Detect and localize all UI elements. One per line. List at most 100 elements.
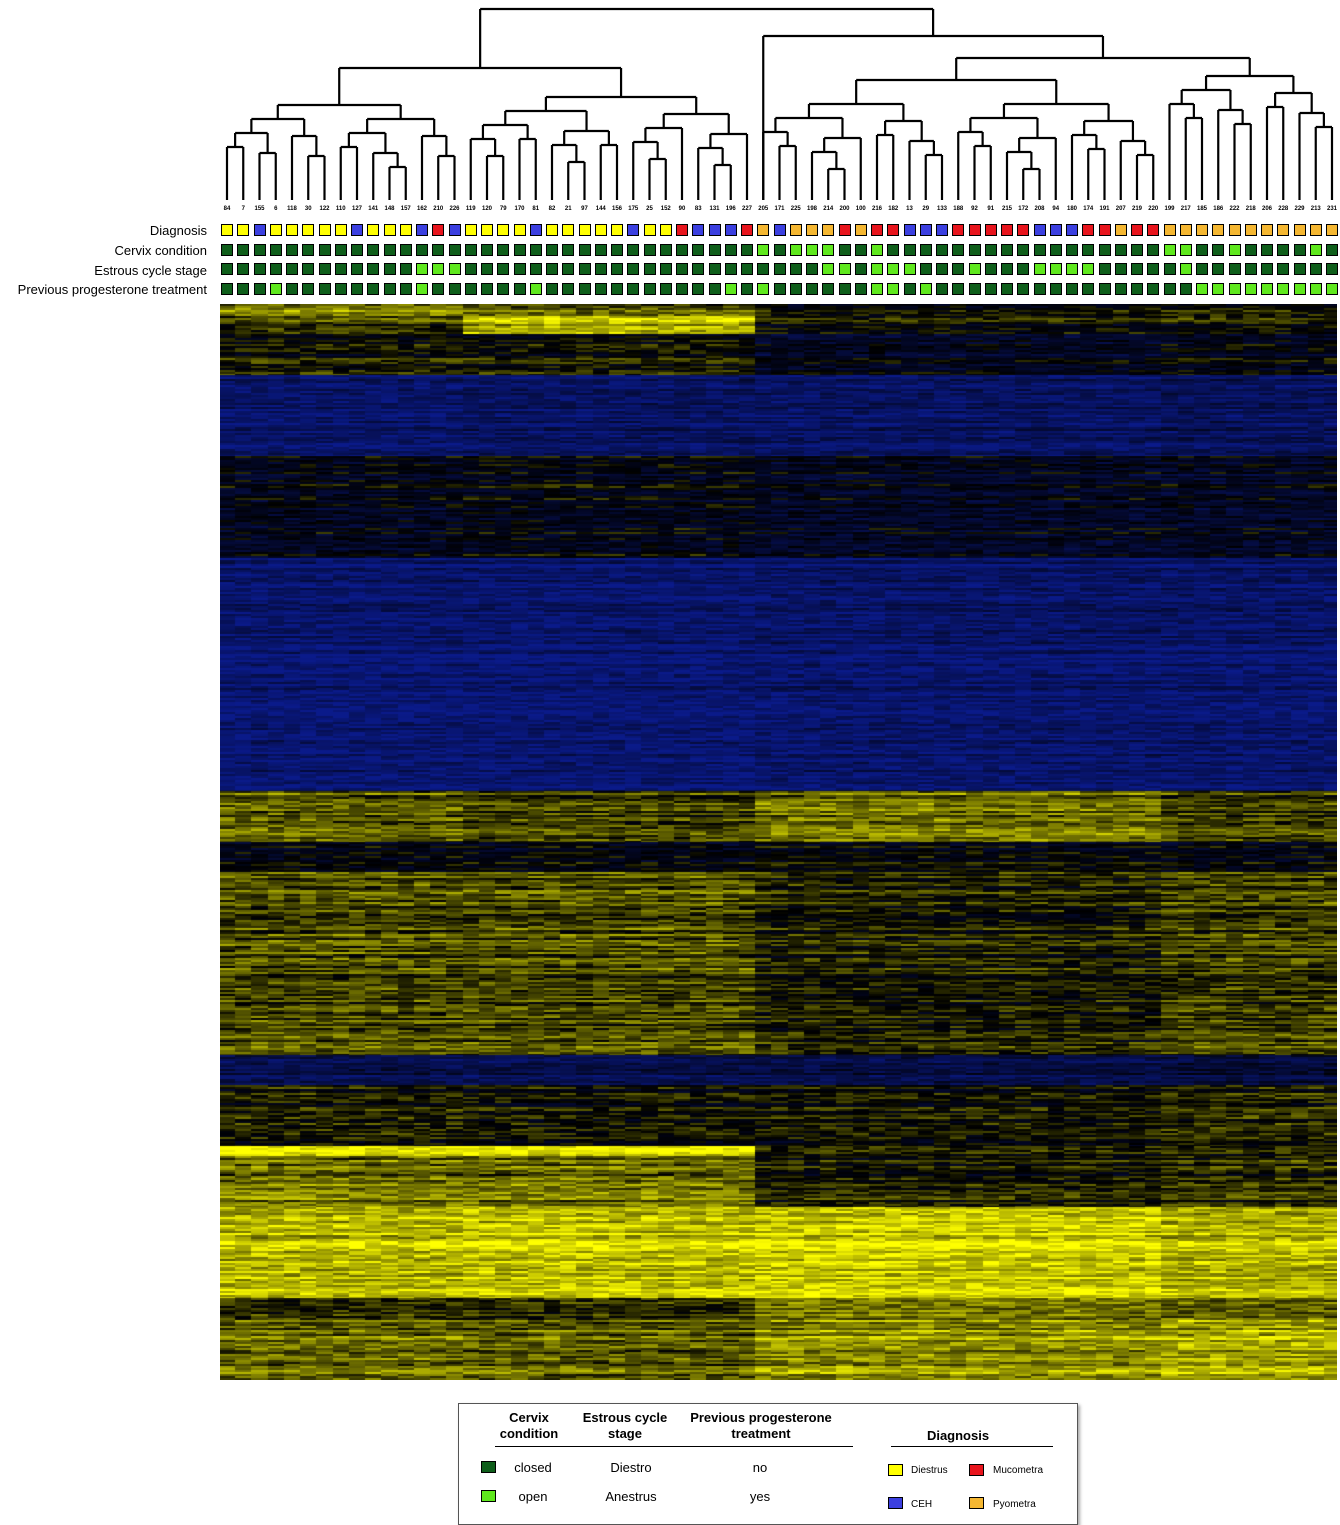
sample-id-label: 83 — [694, 206, 702, 212]
estrous-annotation-box — [1033, 263, 1046, 275]
progesterone-annotation-box — [513, 283, 526, 295]
diagnosis-annotation-box — [1293, 224, 1306, 236]
sample-id-label: 198 — [806, 206, 817, 212]
progesterone-annotation-box — [887, 283, 900, 295]
cervix-annotation-box — [952, 244, 965, 256]
cervix-annotation-box — [838, 244, 851, 256]
cervix-annotation-box — [1326, 244, 1338, 256]
estrous-annotation-box — [1163, 263, 1176, 275]
sample-id-label: 7 — [241, 206, 245, 212]
legend-box: Cervix condition Estrous cycle stage Pre… — [458, 1403, 1078, 1525]
diagnosis-annotation-box — [1147, 224, 1160, 236]
progesterone-annotation-box — [383, 283, 396, 295]
estrous-annotation-box — [1261, 263, 1273, 275]
column-dendrogram — [225, 7, 1334, 200]
diagnosis-annotation-box — [286, 224, 298, 236]
sample-id-label: 205 — [758, 206, 769, 212]
progesterone-annotation-box — [269, 283, 282, 295]
legend-ceh-swatch — [888, 1497, 903, 1509]
cervix-annotation-box — [1098, 244, 1111, 256]
diagnosis-annotation-box — [757, 224, 770, 236]
progesterone-annotation-box — [1293, 283, 1306, 295]
legend-cervix-heading: Cervix condition — [499, 1410, 559, 1441]
diagnosis-annotation-box — [968, 224, 981, 236]
cervix-annotation-box — [1049, 244, 1062, 256]
sample-id-label: 119 — [465, 206, 476, 212]
estrous-annotation-box — [806, 263, 818, 275]
sample-id-label: 213 — [1310, 206, 1321, 212]
sample-id-label: 175 — [628, 206, 639, 212]
diagnosis-annotation-box — [887, 224, 900, 236]
estrous-annotation-box — [481, 263, 493, 275]
progesterone-annotation-box — [399, 283, 412, 295]
cervix-annotation-box — [887, 244, 900, 256]
estrous-annotation-box — [724, 263, 737, 275]
cervix-annotation-box — [1212, 244, 1225, 256]
estrous-annotation-box — [464, 263, 477, 275]
estrous-annotation-box — [887, 263, 900, 275]
estrous-annotation-box — [448, 263, 461, 275]
diagnosis-annotation-box — [432, 224, 445, 236]
cervix-annotation-box — [513, 244, 526, 256]
diagnosis-annotation-box — [952, 224, 965, 236]
cervix-annotation-box — [919, 244, 932, 256]
estrous-annotation-box — [1244, 263, 1257, 275]
cervix-annotation-box — [757, 244, 770, 256]
sample-id-label: 156 — [611, 206, 622, 212]
estrous-annotation-box — [1098, 263, 1111, 275]
sample-id-label: 110 — [335, 206, 346, 212]
estrous-annotation-box — [1131, 263, 1143, 275]
estrous-annotation-box — [936, 263, 948, 275]
diagnosis-annotation-box — [1098, 224, 1111, 236]
diagnosis-annotation-box — [367, 224, 380, 236]
legend-diestrus-label: Diestrus — [911, 1465, 948, 1476]
diagnosis-annotation-box — [1001, 224, 1013, 236]
progesterone-annotation-box — [318, 283, 331, 295]
diagnosis-annotation-box — [838, 224, 851, 236]
sample-id-label: 227 — [741, 206, 752, 212]
diagnosis-annotation-box — [1228, 224, 1241, 236]
estrous-annotation-box — [383, 263, 396, 275]
sample-id-label: 206 — [1261, 206, 1272, 212]
diagnosis-annotation-box — [1277, 224, 1290, 236]
progesterone-annotation-box — [1082, 283, 1095, 295]
cervix-annotation-box — [383, 244, 396, 256]
diagnosis-annotation-box — [627, 224, 640, 236]
sample-id-label: 97 — [581, 206, 588, 212]
cervix-annotation-box — [546, 244, 558, 256]
sample-id-label: 21 — [564, 206, 572, 212]
estrous-annotation-box — [838, 263, 851, 275]
sample-id-label: 148 — [384, 206, 395, 212]
estrous-annotation-box — [643, 263, 656, 275]
sample-id-label: 6 — [274, 206, 278, 212]
sample-id-label: 92 — [971, 206, 978, 212]
estrous-annotation-box — [676, 263, 688, 275]
diagnosis-annotation-box — [448, 224, 461, 236]
sample-id-label: 155 — [254, 206, 265, 212]
estrous-annotation-box — [562, 263, 575, 275]
cervix-annotation-box — [741, 244, 753, 256]
sample-id-label: 91 — [987, 206, 995, 212]
legend-closed-swatch — [481, 1461, 496, 1473]
sample-id-label: 186 — [1213, 206, 1224, 212]
sample-id-label: 199 — [1164, 206, 1175, 212]
progesterone-annotation-box — [1001, 283, 1013, 295]
estrous-annotation-box — [822, 263, 835, 275]
cervix-annotation-box — [562, 244, 575, 256]
cervix-annotation-box — [1114, 244, 1127, 256]
sample-id-label: 219 — [1131, 206, 1142, 212]
cervix-annotation-box — [1309, 244, 1322, 256]
progesterone-annotation-box — [741, 283, 753, 295]
progesterone-annotation-box — [1163, 283, 1176, 295]
estrous-annotation-box — [237, 263, 250, 275]
cervix-annotation-box — [611, 244, 623, 256]
progesterone-annotation-box — [903, 283, 916, 295]
cervix-annotation-box — [806, 244, 818, 256]
cervix-annotation-box — [822, 244, 835, 256]
cervix-annotation-box — [416, 244, 428, 256]
progesterone-annotation-box — [1228, 283, 1241, 295]
diagnosis-annotation-box — [708, 224, 721, 236]
progesterone-annotation-box — [367, 283, 380, 295]
diagnosis-annotation-box — [1326, 224, 1338, 236]
cervix-annotation-box — [351, 244, 363, 256]
